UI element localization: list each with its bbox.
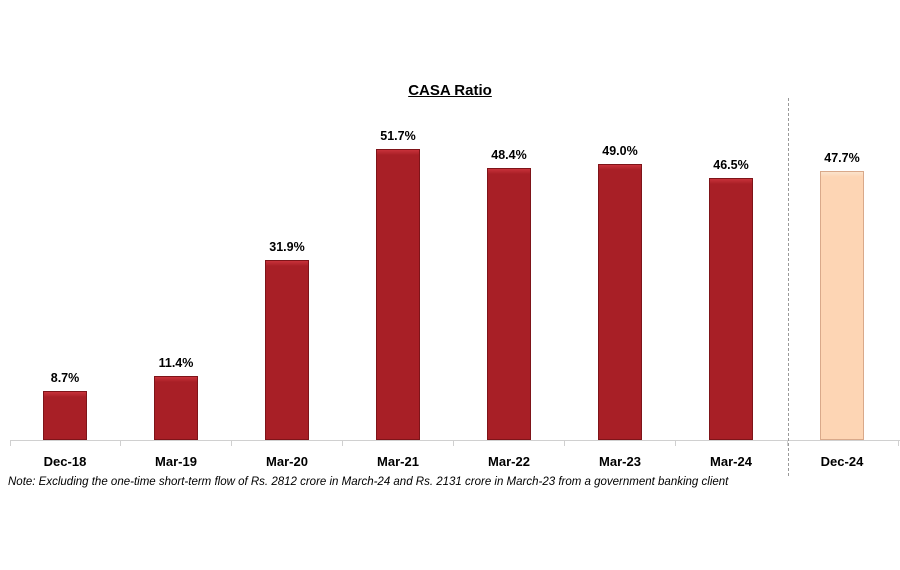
x-axis-tick xyxy=(453,440,454,446)
bar-mar-21 xyxy=(376,149,420,440)
bar-mar-19 xyxy=(154,376,198,440)
x-axis-tick xyxy=(10,440,11,446)
x-tick-label: Dec-18 xyxy=(43,454,87,469)
value-label: 48.4% xyxy=(491,148,527,162)
x-tick-label: Mar-23 xyxy=(599,454,641,469)
x-axis-tick xyxy=(120,440,121,446)
value-label: 31.9% xyxy=(269,240,305,254)
bar-dec-24 xyxy=(820,171,864,440)
x-axis-tick xyxy=(787,440,788,446)
chart-title: CASA Ratio xyxy=(408,82,492,99)
value-label: 51.7% xyxy=(380,129,416,143)
x-tick-label: Mar-22 xyxy=(488,454,530,469)
value-label: 11.4% xyxy=(158,356,194,370)
value-label: 49.0% xyxy=(602,144,638,158)
x-tick-label: Mar-20 xyxy=(266,454,308,469)
bar-mar-22 xyxy=(487,168,531,440)
x-axis-tick xyxy=(564,440,565,446)
bar-mar-23 xyxy=(598,164,642,440)
x-axis-tick xyxy=(342,440,343,446)
value-label: 46.5% xyxy=(713,158,749,172)
x-axis-tick xyxy=(231,440,232,446)
value-label: 8.7% xyxy=(50,371,80,385)
x-tick-label: Mar-19 xyxy=(155,454,197,469)
x-axis-tick xyxy=(898,440,899,446)
footnote: Note: Excluding the one-time short-term … xyxy=(8,476,729,488)
x-tick-label: Mar-24 xyxy=(710,454,752,469)
x-axis-tick xyxy=(675,440,676,446)
x-tick-label: Mar-21 xyxy=(377,454,419,469)
period-divider xyxy=(788,98,789,476)
bar-dec-18 xyxy=(43,391,87,440)
value-label: 47.7% xyxy=(824,151,860,165)
x-tick-label: Dec-24 xyxy=(820,454,864,469)
bar-mar-20 xyxy=(265,260,309,440)
x-axis xyxy=(10,440,900,441)
bar-mar-24 xyxy=(709,178,753,440)
